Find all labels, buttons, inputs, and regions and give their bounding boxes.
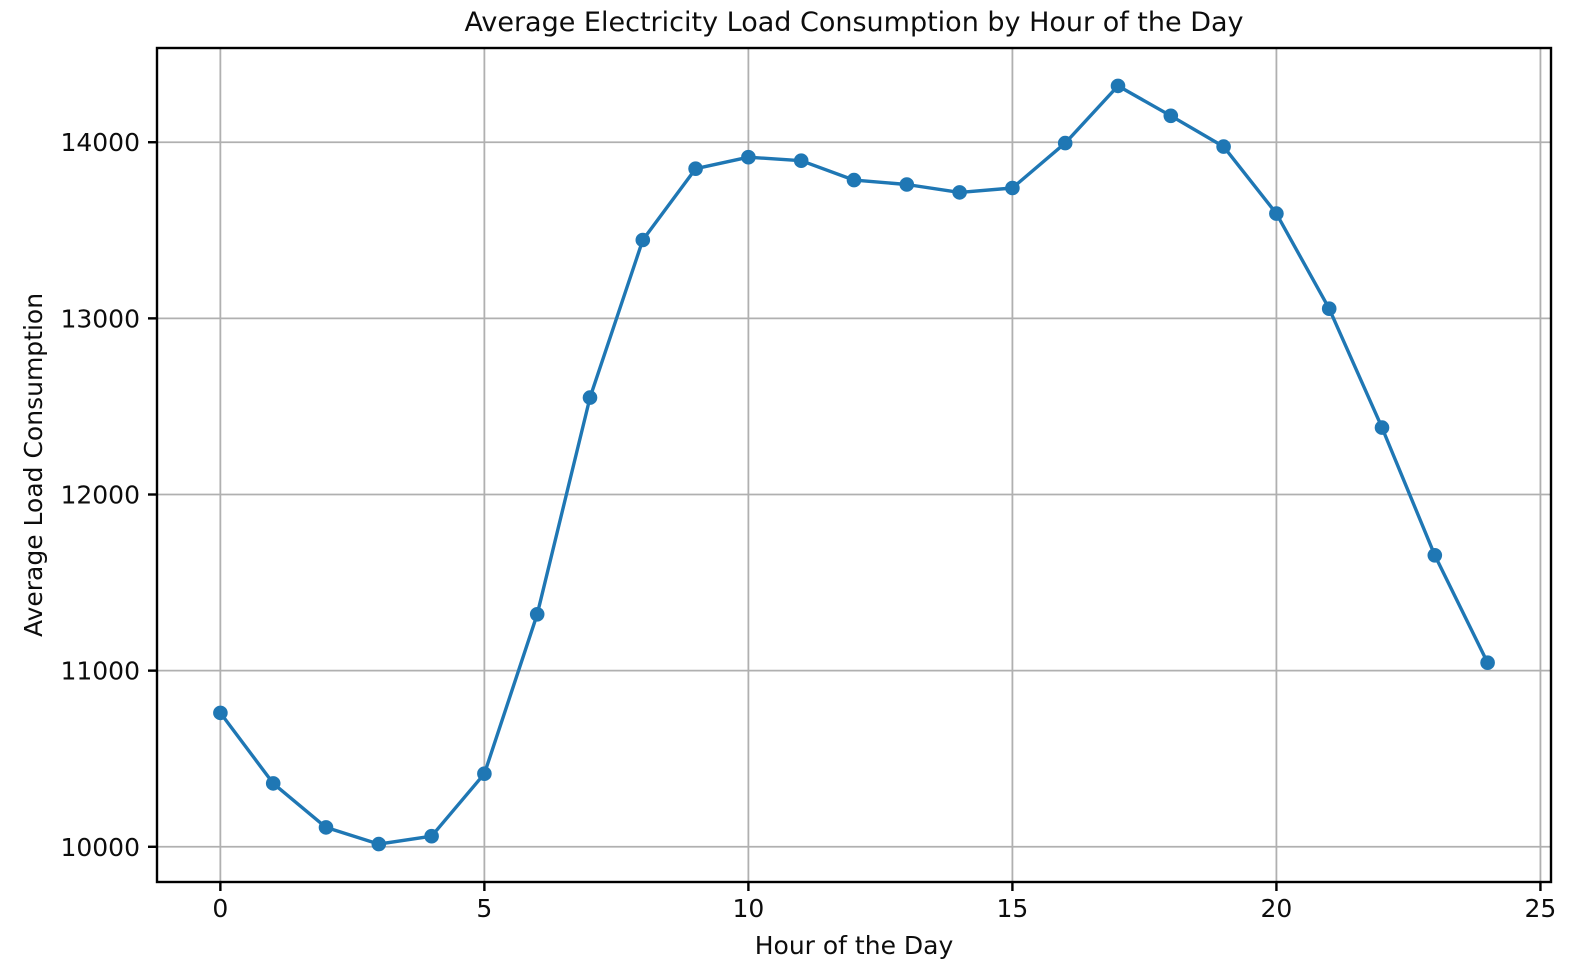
chart-title: Average Electricity Load Consumption by …: [464, 7, 1243, 38]
data-point-hour-20: [1269, 206, 1284, 221]
x-axis-label: Hour of the Day: [755, 931, 954, 960]
data-point-hour-4: [424, 828, 439, 844]
data-point-hour-5: [477, 766, 492, 781]
data-point-hour-1: [265, 776, 281, 791]
x-tick-label-15: 15: [997, 894, 1029, 923]
data-point-hour-10: [741, 149, 756, 165]
data-point-hour-22: [1374, 420, 1390, 435]
data-point-hour-18: [1163, 108, 1179, 124]
x-tick-label-5: 5: [476, 894, 492, 923]
data-point-hour-2: [318, 820, 334, 835]
data-point-hour-23: [1427, 548, 1443, 563]
data-point-hour-13: [899, 177, 915, 192]
y-tick-label-14000: 14000: [60, 128, 140, 157]
y-axis-label: Average Load Consumption: [19, 293, 48, 637]
data-point-hour-19: [1216, 139, 1231, 154]
data-point-hour-6: [529, 607, 545, 622]
data-point-hour-0: [213, 705, 228, 721]
x-tick-label-0: 0: [212, 894, 228, 923]
data-point-hour-21: [1321, 301, 1337, 317]
data-series: [213, 78, 1495, 852]
plot-border: [155, 46, 1553, 884]
y-tick-label-13000: 13000: [60, 304, 140, 333]
x-tick-label-10: 10: [732, 894, 764, 923]
axis-ticks: [148, 141, 1542, 891]
data-point-hour-8: [635, 232, 651, 248]
data-point-hour-24: [1480, 655, 1495, 670]
x-tick-label-25: 25: [1525, 894, 1557, 923]
data-point-hour-3: [371, 836, 387, 852]
data-point-hour-9: [688, 161, 703, 176]
y-tick-label-10000: 10000: [60, 833, 140, 862]
data-line: [218, 84, 1490, 846]
data-point-hour-7: [582, 390, 598, 405]
y-tick-label-12000: 12000: [60, 481, 140, 510]
data-point-hour-11: [793, 153, 809, 168]
data-point-hour-17: [1110, 78, 1126, 94]
tick-labels: 0 5 10 15 20 25 10000 11000 12000 13000 14000: [60, 128, 1556, 923]
y-tick-label-11000: 11000: [60, 657, 140, 686]
data-point-hour-16: [1057, 135, 1073, 151]
data-point-hour-15: [1005, 180, 1020, 196]
x-tick-label-20: 20: [1261, 894, 1293, 923]
gridlines: [157, 48, 1551, 882]
data-point-hour-14: [952, 185, 967, 200]
data-point-hour-12: [846, 172, 862, 188]
